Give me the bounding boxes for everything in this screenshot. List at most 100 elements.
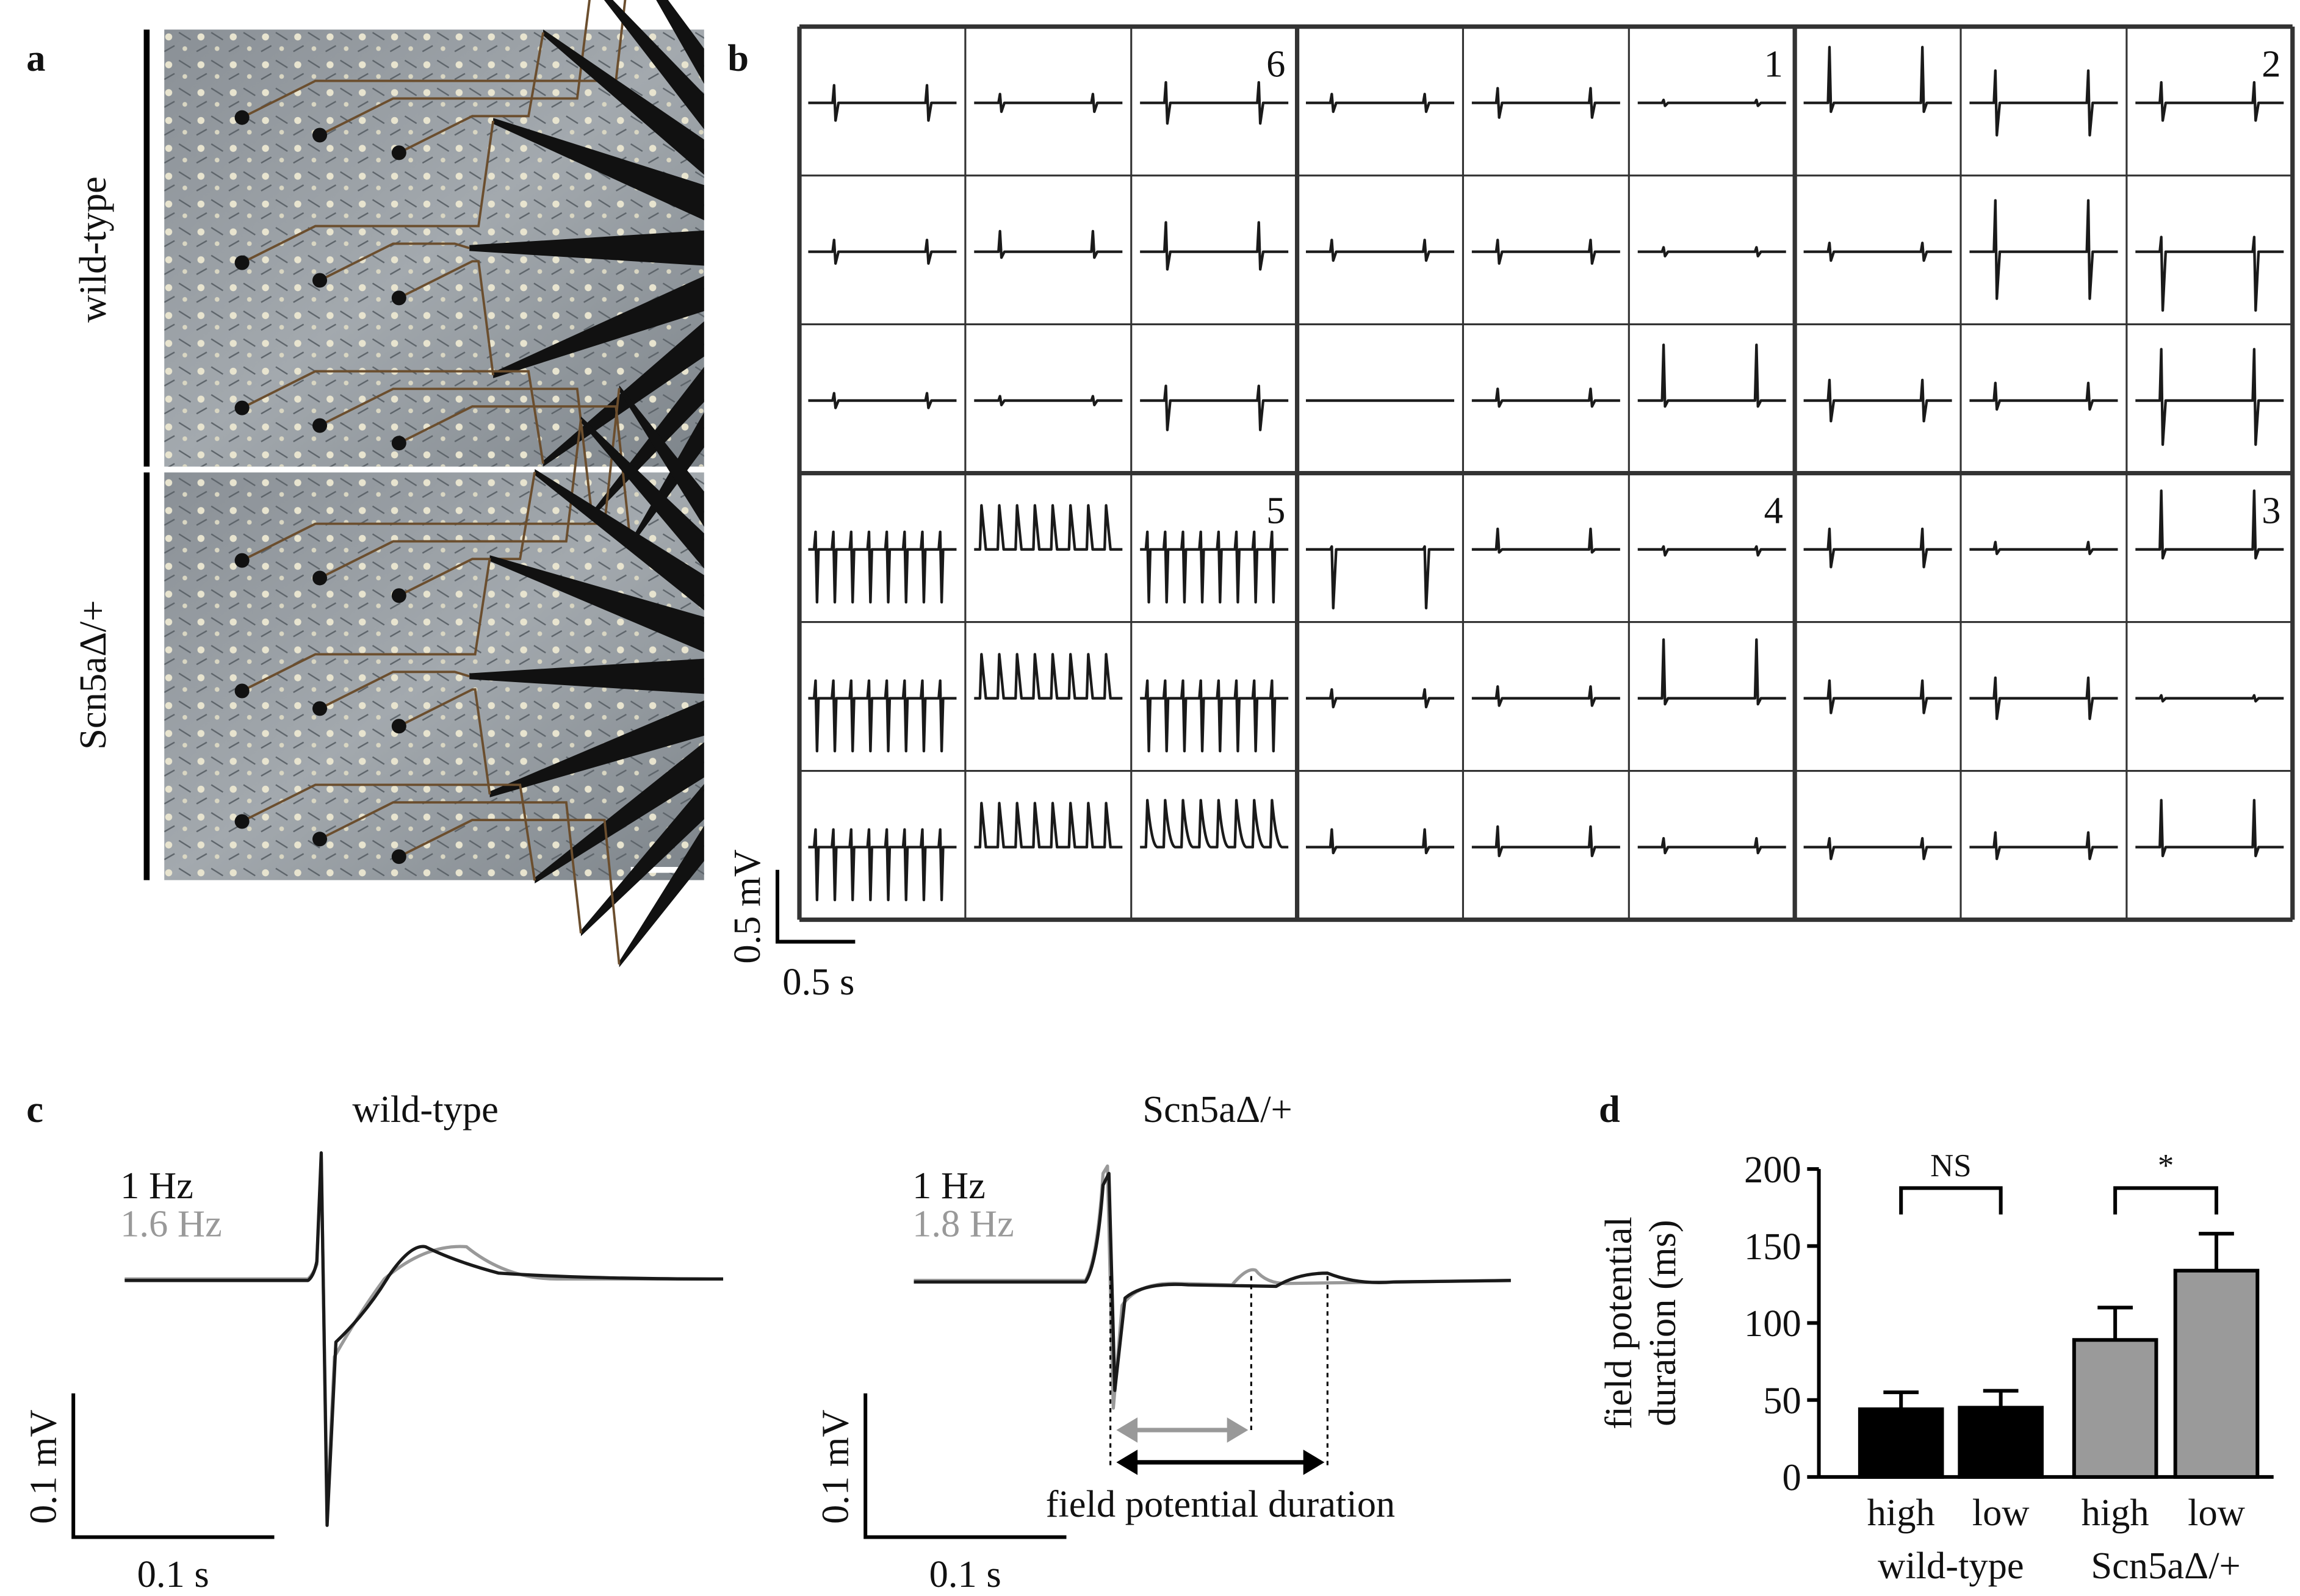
electrode (656, 0, 704, 84)
scale-label: 0.1 mV (813, 1409, 856, 1523)
trace (2135, 348, 2284, 446)
electrode-pad (391, 436, 406, 451)
trace (808, 239, 957, 265)
electrode (469, 658, 704, 694)
electrode (469, 230, 704, 266)
scale-label: 0.5 mV (726, 849, 768, 963)
wire (398, 688, 491, 795)
rate-label: 1 Hz (120, 1164, 193, 1207)
wire (319, 670, 470, 710)
trace (2135, 694, 2284, 703)
x-tick-label: low (2188, 1491, 2245, 1534)
trace (1969, 199, 2118, 300)
condition-label: Scn5aΔ/+ (71, 600, 114, 749)
x-tick-label: high (1867, 1491, 1935, 1534)
rate-label: 1.8 Hz (912, 1202, 1014, 1245)
trace (974, 229, 1123, 259)
electrode-pad (234, 683, 250, 699)
rate-label: 1.6 Hz (120, 1202, 222, 1245)
trace (808, 392, 957, 409)
y-tick-label: 0 (1782, 1456, 1801, 1499)
panel-label: d (1599, 1088, 1620, 1130)
trace (1969, 69, 2118, 137)
electrode-pad (391, 290, 406, 306)
bar (2173, 1268, 2260, 1479)
bar-chart: 0 50 100 150 200 field potential duration (ms)… (1597, 1148, 2274, 1587)
wire (241, 783, 536, 881)
significance-bracket (2113, 1186, 2218, 1215)
trace (1140, 384, 1289, 431)
trace (1306, 545, 1455, 609)
group-label: wild-type (1878, 1544, 2024, 1587)
wire (398, 405, 632, 544)
plot-title: Scn5aΔ/+ (1142, 1088, 1292, 1130)
trace (1637, 638, 1786, 706)
trace (1140, 81, 1289, 125)
trace (2135, 235, 2284, 312)
trace (1471, 239, 1620, 265)
trace (1637, 836, 1786, 855)
electrode-pad (391, 719, 406, 734)
trace (1637, 246, 1786, 257)
electrode-pad (234, 110, 250, 125)
y-tick-label: 100 (1744, 1302, 1801, 1345)
trace (1140, 530, 1289, 604)
trace (2135, 81, 2284, 122)
trace (808, 530, 957, 604)
bar (1858, 1407, 1944, 1479)
scale-bar (775, 869, 856, 944)
trace (1969, 381, 2118, 411)
trace (1471, 825, 1620, 858)
wire (319, 387, 593, 516)
electrode-number: 6 (1266, 42, 1285, 85)
electrode-number: 3 (2262, 489, 2280, 531)
electrode (619, 825, 704, 968)
electrode-number: 4 (1764, 489, 1783, 531)
wire (319, 801, 582, 933)
condition-label: wild-type (71, 176, 114, 322)
annotation: field potential duration (1046, 1483, 1396, 1525)
significance-bracket (1899, 1186, 2003, 1215)
bar (2072, 1338, 2158, 1479)
electrode (630, 412, 704, 547)
electrode-pad (391, 145, 406, 160)
electrode-pad (312, 832, 328, 847)
trace (1803, 378, 1952, 423)
electrode (489, 700, 704, 797)
trace (974, 653, 1123, 700)
trace (1306, 239, 1455, 262)
trace (1803, 242, 1952, 262)
electrode (535, 469, 704, 611)
wire (398, 32, 544, 154)
trace (974, 802, 1123, 849)
trace (1969, 676, 2118, 721)
plot-title: wild-type (352, 1088, 498, 1130)
electrode-pad (391, 588, 406, 603)
bar (1958, 1406, 2044, 1479)
trace (808, 84, 957, 122)
y-tick-label: 50 (1763, 1379, 1801, 1422)
electrode-pad (391, 849, 406, 864)
trace (974, 93, 1123, 113)
trace (1969, 541, 2118, 555)
wire (241, 120, 495, 264)
trace (1637, 545, 1786, 557)
trace (1306, 828, 1455, 855)
trace (1803, 527, 1952, 569)
wire (319, 419, 582, 580)
significance-label: NS (1930, 1148, 1972, 1184)
y-tick-label: 200 (1744, 1148, 1801, 1191)
trace (1803, 836, 1952, 860)
electrode-grid: 6 1 2 5 4 3 (797, 24, 2295, 922)
panel-label: b (727, 37, 749, 79)
wire (319, 242, 470, 282)
wire (241, 558, 491, 692)
trace (1969, 831, 2118, 860)
y-axis-label: field potential (1597, 1217, 1640, 1429)
electrode (580, 416, 704, 569)
wire (319, 0, 591, 137)
scale-label: 0.1 mV (21, 1409, 64, 1523)
wire (398, 819, 621, 965)
trace (1140, 679, 1289, 753)
wire (241, 370, 544, 464)
